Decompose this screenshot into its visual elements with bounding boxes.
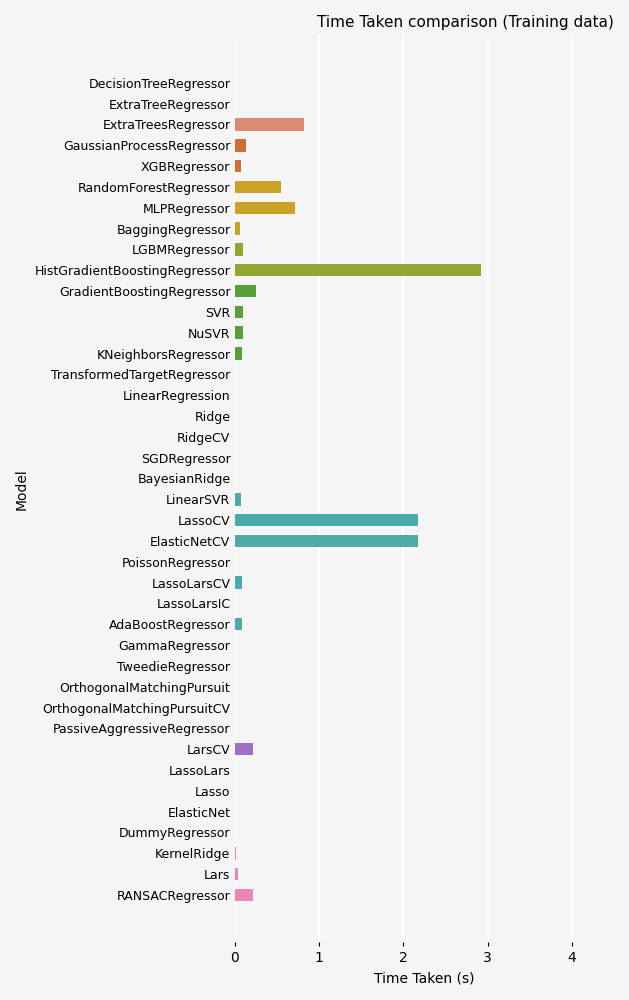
Bar xyxy=(235,326,243,339)
Text: Time Taken comparison (Training data): Time Taken comparison (Training data) xyxy=(317,15,614,30)
Bar xyxy=(235,847,237,860)
Bar xyxy=(235,243,243,256)
Bar xyxy=(235,743,253,755)
Bar xyxy=(235,118,304,131)
Bar xyxy=(235,514,418,526)
Bar xyxy=(235,493,242,506)
Y-axis label: Model: Model xyxy=(15,468,29,510)
X-axis label: Time Taken (s): Time Taken (s) xyxy=(374,971,474,985)
Bar xyxy=(235,306,243,318)
Bar xyxy=(235,285,255,297)
Bar xyxy=(235,576,242,589)
Bar xyxy=(235,181,281,193)
Bar xyxy=(235,347,242,360)
Bar xyxy=(235,264,481,276)
Bar xyxy=(235,889,253,901)
Bar xyxy=(235,222,240,235)
Bar xyxy=(235,535,418,547)
Bar xyxy=(235,202,295,214)
Bar xyxy=(235,868,238,880)
Bar xyxy=(235,160,242,172)
Bar xyxy=(235,139,247,152)
Bar xyxy=(235,618,242,630)
